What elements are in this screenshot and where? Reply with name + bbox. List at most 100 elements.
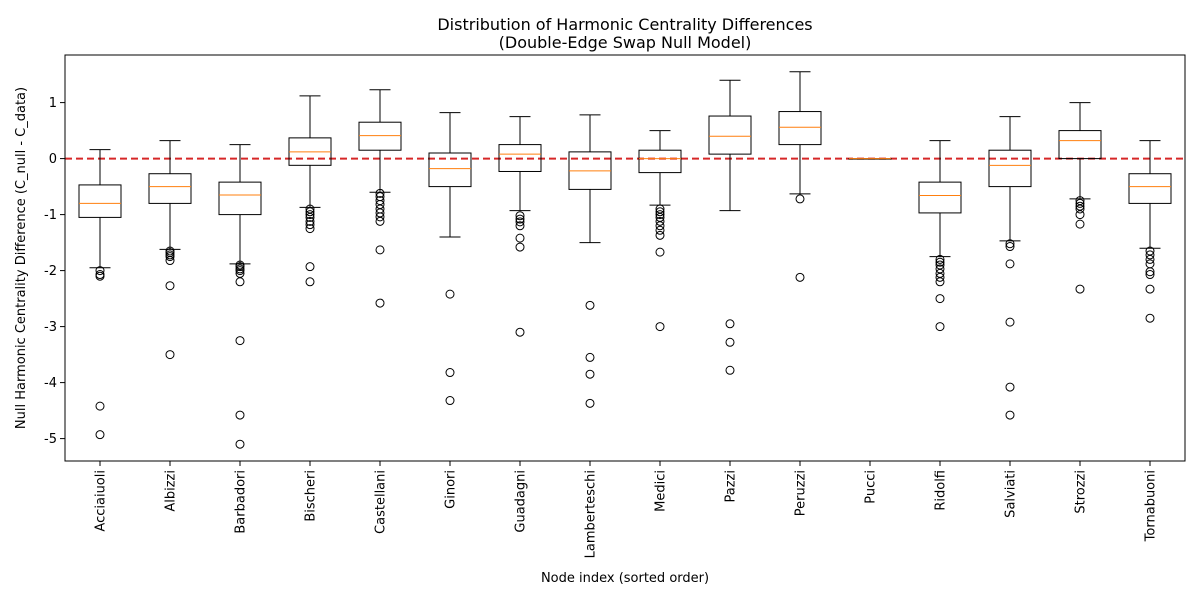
outlier-point xyxy=(1145,284,1155,294)
outlier-point xyxy=(305,224,315,234)
box xyxy=(218,181,262,216)
box xyxy=(638,149,682,174)
outlier-point xyxy=(1005,317,1015,327)
x-tick-label: Lamberteschi xyxy=(584,470,599,558)
outlier-point xyxy=(585,398,595,408)
x-tick-label: Peruzzi xyxy=(794,470,809,516)
box xyxy=(778,111,822,146)
y-tick-label: -3 xyxy=(44,320,57,335)
outlier-point xyxy=(235,266,245,276)
x-tick-label: Pucci xyxy=(864,470,879,504)
plot-frame xyxy=(64,54,1186,462)
outlier-point xyxy=(935,277,945,287)
outlier-point xyxy=(1145,267,1155,277)
outlier-point xyxy=(935,294,945,304)
outlier-point xyxy=(305,262,315,272)
outlier-point xyxy=(655,230,665,240)
outlier-point xyxy=(305,277,315,287)
x-tick-label: Ridolfi xyxy=(934,470,949,511)
outlier-point xyxy=(1075,198,1085,208)
x-tick-label: Castellani xyxy=(374,470,389,534)
outlier-point xyxy=(515,221,525,231)
outlier-point xyxy=(165,252,175,262)
chart-title: Distribution of Harmonic Centrality Diff… xyxy=(437,15,812,34)
box xyxy=(918,181,962,214)
outlier-point xyxy=(1075,210,1085,220)
outlier-point xyxy=(305,210,315,220)
outlier-point xyxy=(95,271,105,281)
x-tick-label: Bischeri xyxy=(304,470,319,522)
outlier-point xyxy=(445,368,455,378)
outlier-point xyxy=(655,322,665,332)
outlier-point xyxy=(305,220,315,230)
outlier-point xyxy=(1145,254,1155,264)
outlier-point xyxy=(935,254,945,264)
outlier-point xyxy=(1005,259,1015,269)
outlier-point xyxy=(1005,382,1015,392)
outlier-point xyxy=(515,233,525,243)
outlier-point xyxy=(655,221,665,231)
outlier-point xyxy=(515,327,525,337)
outlier-point xyxy=(935,272,945,282)
box xyxy=(708,115,752,155)
box xyxy=(428,152,472,188)
outlier-point xyxy=(585,300,595,310)
box xyxy=(358,121,402,151)
x-axis-label: Node index (sorted order) xyxy=(541,571,709,586)
outlier-point xyxy=(375,188,385,198)
outlier-point xyxy=(375,298,385,308)
x-tick-label: Guadagni xyxy=(514,470,529,533)
outlier-point xyxy=(235,439,245,449)
outlier-point xyxy=(515,217,525,227)
plot-area: -5 -4 -3 -2 -1 0 1 Acciaiuoli Albizzi Barbadori Bi… xyxy=(44,71,1185,558)
x-tick-label: Salviati xyxy=(1004,470,1019,518)
outlier-point xyxy=(725,365,735,375)
x-tick-label: Ginori xyxy=(444,470,459,509)
outlier-point xyxy=(655,216,665,226)
outlier-point xyxy=(445,396,455,406)
outlier-point xyxy=(795,272,805,282)
outlier-point xyxy=(585,352,595,362)
outlier-point xyxy=(935,322,945,332)
y-tick-label: 1 xyxy=(49,96,57,111)
outlier-point xyxy=(235,262,245,272)
x-tick-label: Medici xyxy=(654,470,669,512)
box xyxy=(988,149,1032,188)
x-tick-label: Barbadori xyxy=(234,470,249,534)
outlier-point xyxy=(795,194,805,204)
outlier-point xyxy=(655,225,665,235)
outlier-point xyxy=(235,277,245,287)
outlier-point xyxy=(1005,242,1015,252)
box xyxy=(148,173,192,204)
outlier-point xyxy=(515,211,525,221)
outlier-point xyxy=(1005,239,1015,249)
outlier-point xyxy=(305,212,315,222)
outlier-point xyxy=(305,207,315,217)
y-axis-label: Null Harmonic Centrality Difference (C_n… xyxy=(14,87,29,429)
outlier-point xyxy=(1145,313,1155,323)
y-tick-label: -5 xyxy=(44,432,57,447)
outlier-point xyxy=(235,410,245,420)
outlier-point xyxy=(165,350,175,360)
outlier-point xyxy=(515,214,525,224)
x-tick-label: Strozzi xyxy=(1074,470,1089,514)
outlier-point xyxy=(235,336,245,346)
x-tick-label: Pazzi xyxy=(724,470,739,502)
outlier-point xyxy=(375,216,385,226)
outlier-point xyxy=(585,369,595,379)
box xyxy=(1128,173,1172,204)
outlier-point xyxy=(515,242,525,252)
x-tick-label: Acciaiuoli xyxy=(94,470,109,532)
x-tick-label: Tornabuoni xyxy=(1144,470,1159,542)
outlier-point xyxy=(165,281,175,291)
outlier-point xyxy=(1075,204,1085,214)
y-tick-label: -1 xyxy=(44,208,57,223)
outlier-point xyxy=(375,245,385,255)
outlier-point xyxy=(1145,250,1155,260)
outlier-point xyxy=(725,337,735,347)
outlier-point xyxy=(165,256,175,266)
outlier-point xyxy=(1005,410,1015,420)
outlier-point xyxy=(375,212,385,222)
box xyxy=(78,184,122,218)
